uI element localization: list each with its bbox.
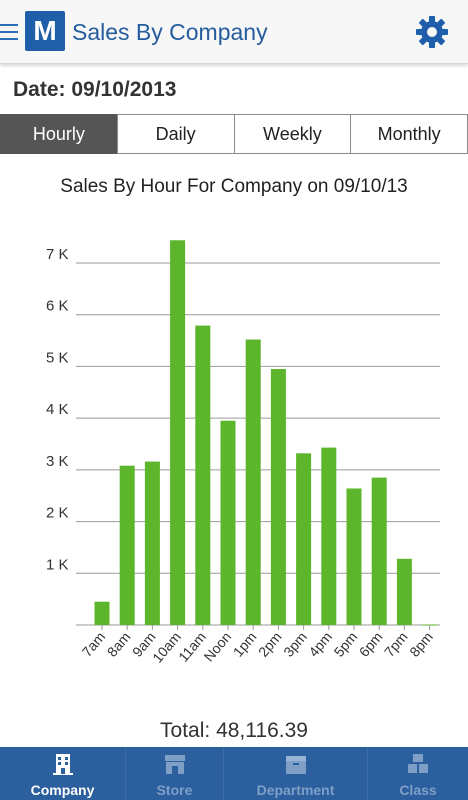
x-tick-label: 4pm [305,629,335,660]
tab-weekly[interactable]: Weekly [233,114,352,154]
app-header: M Sales By Company [0,0,468,64]
bar [422,624,438,626]
x-tick-label: 10am [149,629,184,666]
building-icon [52,754,73,775]
bar [321,447,337,625]
y-tick-label: 2 K [46,505,69,522]
y-tick-label: 1 K [46,556,69,573]
bar [119,465,135,625]
app-title: Sales By Company [72,19,268,45]
chart-title: Sales By Hour For Company on 09/10/13 [60,176,408,197]
date-label: Date: 09/10/2013 [13,78,177,101]
y-tick-label: 5 K [46,349,69,366]
x-tick-label: 7pm [381,629,411,660]
y-tick-label: 7 K [46,246,69,263]
period-tabs: Hourly Daily Weekly Monthly [0,114,468,154]
bottom-nav: Company Store Department Class [0,747,468,800]
bar [220,420,236,625]
nav-label-store: Store [156,782,193,798]
x-tick-label: 7am [79,629,109,660]
bar [170,240,186,625]
tab-hourly[interactable]: Hourly [0,114,118,154]
bar [94,601,110,625]
x-tick-label: 1pm [230,629,260,660]
y-tick-label: 4 K [46,401,69,418]
store-icon [164,755,185,774]
bar [195,325,211,625]
nav-department[interactable]: Department [224,747,368,800]
nav-store[interactable]: Store [126,747,224,800]
nav-label-department: Department [256,782,335,798]
bar [396,558,412,625]
tab-monthly[interactable]: Monthly [350,114,468,154]
bar [270,369,286,625]
stack-icon [408,754,428,773]
bar [296,453,312,625]
sales-bar-chart: 1 K2 K3 K4 K5 K6 K7 K7am8am9am10am11amNo… [46,240,440,666]
nav-company[interactable]: Company [0,747,126,800]
y-tick-label: 3 K [46,453,69,470]
total-sales: Total: 48,116.39 [160,719,308,742]
bar [245,339,261,625]
bar [346,488,362,625]
x-tick-label: 3pm [280,629,310,660]
nav-class[interactable]: Class [368,747,468,800]
box-icon [285,756,306,774]
x-tick-label: 2pm [255,629,285,660]
x-tick-label: 5pm [331,629,361,660]
bar [144,461,160,625]
x-tick-label: 11am [175,629,209,665]
x-tick-label: 8pm [406,629,436,660]
tab-daily[interactable]: Daily [116,114,235,154]
menu-icon[interactable] [0,22,20,42]
bar [371,477,387,625]
x-tick-label: 6pm [356,629,386,660]
nav-label-company: Company [30,782,95,798]
app-logo: M [25,11,65,51]
nav-label-class: Class [399,782,437,798]
x-tick-label: Noon [201,629,235,665]
y-tick-label: 6 K [46,298,69,315]
x-tick-label: 8am [104,629,134,660]
settings-gear-icon[interactable] [414,14,450,50]
